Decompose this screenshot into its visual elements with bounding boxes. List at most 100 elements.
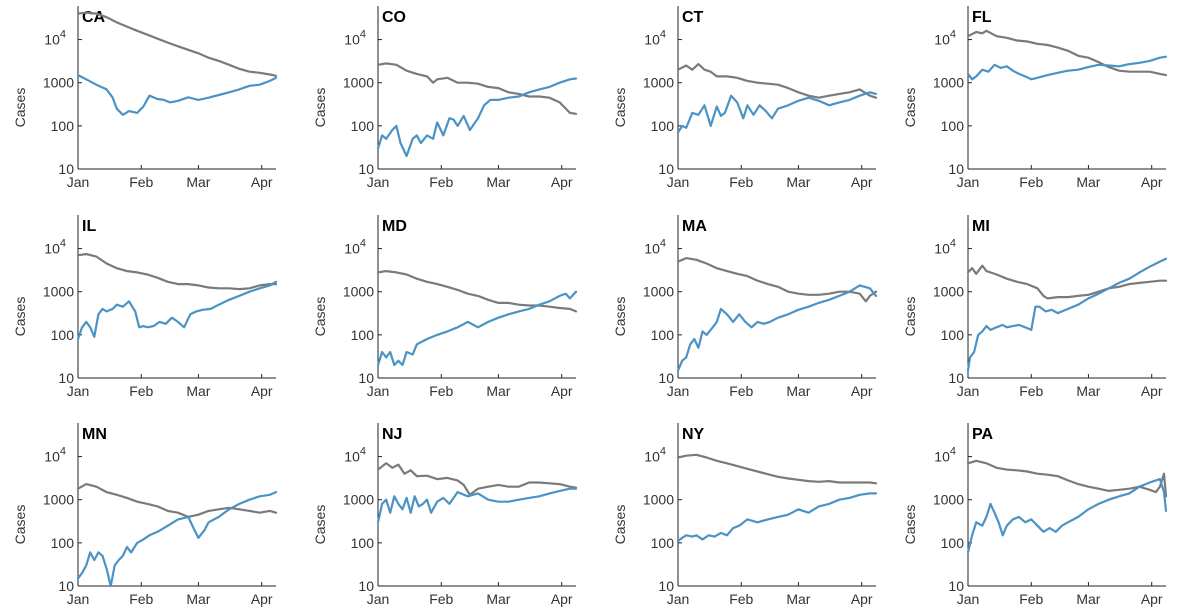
x-tick-label: Mar [1076, 174, 1100, 190]
series-line-grey [76, 252, 278, 291]
series-line-blue [76, 73, 278, 116]
series-line-blue [966, 257, 1168, 372]
y-tick-exponent: 4 [360, 29, 366, 41]
panel-title: PA [972, 426, 993, 443]
series-line-grey [676, 257, 878, 303]
panel-ct: 10 100 1000 104 Jan Feb Mar Apr Cases CT [612, 6, 878, 190]
x-tick-label: Jan [67, 591, 90, 607]
panel-title: MA [682, 218, 707, 235]
x-tick-label: Jan [667, 174, 690, 190]
series-line-grey [76, 483, 278, 519]
panel-title: FL [972, 9, 992, 26]
y-tick-label: 1000 [643, 492, 674, 508]
panel-mn: 10 100 1000 104 Jan Feb Mar Apr Cases MN [12, 423, 278, 607]
x-tick-label: Apr [851, 591, 873, 607]
x-tick-label: Jan [367, 174, 390, 190]
x-tick-label: Mar [486, 383, 510, 399]
y-tick-label: 1000 [43, 284, 74, 300]
y-tick-label: 100 [351, 118, 375, 134]
x-tick-label: Jan [367, 383, 390, 399]
y-tick-label: 104 [644, 29, 666, 48]
series-line-blue [376, 290, 578, 367]
x-tick-label: Mar [786, 591, 810, 607]
x-tick-label: Apr [551, 383, 573, 399]
y-tick-label: 100 [651, 327, 675, 343]
x-tick-label: Apr [1141, 174, 1163, 190]
y-tick-label: 1000 [933, 492, 964, 508]
panel-ma: 10 100 1000 104 Jan Feb Mar Apr Cases MA [612, 215, 878, 399]
x-tick-label: Jan [957, 174, 980, 190]
series-line-grey [76, 11, 278, 77]
panel-pa: 10 100 1000 104 Jan Feb Mar Apr Cases PA [902, 423, 1168, 607]
x-tick-label: Jan [667, 383, 690, 399]
y-tick-label: 1000 [933, 75, 964, 91]
y-tick-exponent: 4 [950, 238, 956, 250]
x-tick-label: Mar [186, 383, 210, 399]
y-axis-label: Cases [312, 88, 328, 128]
y-tick-label: 104 [644, 446, 666, 465]
y-tick-exponent: 4 [360, 446, 366, 458]
y-tick-label: 100 [51, 535, 75, 551]
y-tick-label: 10 [358, 578, 374, 594]
panel-title: CO [382, 9, 406, 26]
y-tick-label: 1000 [933, 284, 964, 300]
x-tick-label: Jan [667, 591, 690, 607]
x-tick-label: Mar [786, 174, 810, 190]
panel-co: 10 100 1000 104 Jan Feb Mar Apr Cases CO [312, 6, 578, 190]
y-tick-exponent: 4 [660, 238, 666, 250]
x-tick-label: Apr [251, 591, 273, 607]
x-tick-label: Mar [186, 174, 210, 190]
series-line-grey [676, 62, 878, 99]
y-tick-label: 10 [658, 370, 674, 386]
x-tick-label: Mar [486, 591, 510, 607]
y-tick-label: 10 [948, 161, 964, 177]
panel-fl: 10 100 1000 104 Jan Feb Mar Apr Cases FL [902, 6, 1168, 190]
series-line-grey [966, 264, 1168, 300]
panel-title: NY [682, 426, 705, 443]
y-tick-label: 100 [51, 327, 75, 343]
panel-title: IL [82, 218, 96, 235]
x-tick-label: Apr [1141, 383, 1163, 399]
y-tick-exponent: 4 [660, 29, 666, 41]
y-tick-label: 100 [51, 118, 75, 134]
x-tick-label: Apr [251, 174, 273, 190]
series-line-grey [376, 462, 578, 496]
x-tick-label: Apr [551, 174, 573, 190]
series-line-blue [676, 492, 878, 543]
y-axis-label: Cases [902, 505, 918, 545]
y-tick-label: 100 [651, 535, 675, 551]
y-tick-label: 100 [941, 327, 965, 343]
y-tick-label: 104 [934, 29, 956, 48]
x-tick-label: Mar [1076, 383, 1100, 399]
x-tick-label: Apr [851, 383, 873, 399]
series-line-blue [676, 91, 878, 134]
y-axis-label: Cases [12, 297, 28, 337]
x-tick-label: Feb [729, 174, 753, 190]
panel-nj: 10 100 1000 104 Jan Feb Mar Apr Cases NJ [312, 423, 578, 607]
y-tick-exponent: 4 [360, 238, 366, 250]
x-tick-label: Mar [486, 174, 510, 190]
y-tick-label: 10 [358, 370, 374, 386]
x-tick-label: Feb [1019, 383, 1043, 399]
y-tick-exponent: 4 [660, 446, 666, 458]
y-tick-exponent: 4 [950, 446, 956, 458]
panel-ny: 10 100 1000 104 Jan Feb Mar Apr Cases NY [612, 423, 878, 607]
series-line-blue [966, 55, 1168, 81]
y-axis-label: Cases [12, 88, 28, 128]
x-tick-label: Feb [729, 591, 753, 607]
y-tick-label: 104 [344, 238, 366, 257]
y-tick-exponent: 4 [950, 29, 956, 41]
y-tick-label: 10 [358, 161, 374, 177]
series-line-grey [966, 459, 1168, 498]
series-line-grey [966, 29, 1168, 77]
x-tick-label: Feb [129, 174, 153, 190]
y-tick-label: 100 [941, 118, 965, 134]
x-tick-label: Apr [851, 174, 873, 190]
x-tick-label: Feb [429, 383, 453, 399]
y-tick-label: 1000 [43, 75, 74, 91]
panel-title: CT [682, 9, 704, 26]
panel-title: MD [382, 218, 407, 235]
y-axis-label: Cases [902, 88, 918, 128]
y-tick-label: 10 [658, 578, 674, 594]
x-tick-label: Jan [67, 383, 90, 399]
